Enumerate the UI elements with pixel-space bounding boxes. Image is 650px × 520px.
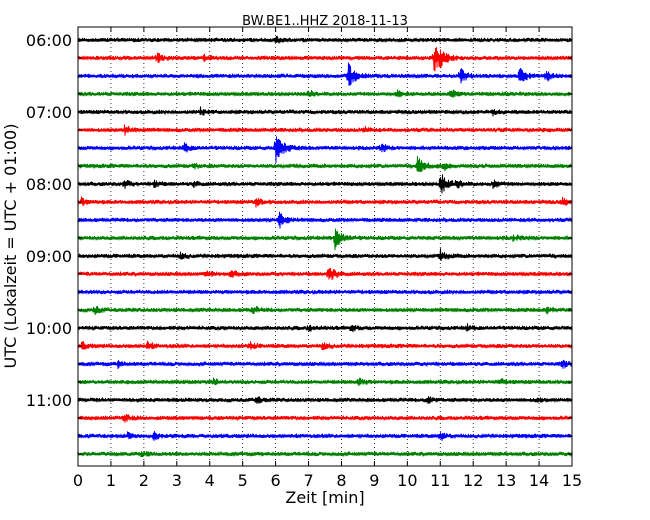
x-tick-label: 10 [397, 471, 417, 490]
trace-group [77, 35, 573, 458]
x-tick-label: 2 [139, 471, 149, 490]
x-tick-label: 14 [529, 471, 549, 490]
x-tick-label: 4 [205, 471, 215, 490]
trace-0900 [77, 248, 573, 262]
trace-0715 [77, 124, 573, 136]
x-tick-label: 12 [463, 471, 483, 490]
trace-1015 [77, 340, 573, 351]
trace-0845 [77, 228, 573, 251]
y-axis: 06:00 07:00 08:00 09:00 10:00 11:00 [26, 31, 572, 455]
chart-title: BW.BE1..HHZ 2018-11-13 [242, 14, 408, 29]
x-tick-label: 6 [271, 471, 281, 490]
x-tick-label: 3 [172, 471, 182, 490]
trace-0800 [77, 174, 573, 194]
x-tick-label: 11 [430, 471, 450, 490]
trace-0615 [77, 47, 573, 72]
y-tick-label: 07:00 [26, 103, 72, 122]
trace-0830 [77, 211, 573, 229]
trace-0700 [77, 106, 573, 117]
x-axis: 0 1 2 3 4 5 6 7 8 9 10 11 12 13 14 15 [73, 27, 582, 490]
y-tick-label: 10:00 [26, 319, 72, 338]
x-axis-label: Zeit [min] [285, 488, 364, 507]
x-tick-label: 7 [303, 471, 313, 490]
x-tick-label: 13 [496, 471, 516, 490]
y-axis-label: UTC (Lokalzeit = UTC + 01:00) [1, 124, 20, 369]
trace-1115 [77, 413, 573, 423]
y-tick-label: 08:00 [26, 175, 72, 194]
x-tick-label: 0 [73, 471, 83, 490]
trace-1030 [77, 359, 573, 370]
trace-1045 [77, 377, 573, 387]
trace-0745 [77, 155, 573, 173]
trace-1130 [77, 431, 573, 441]
x-tick-label: 15 [562, 471, 582, 490]
plot-frame [77, 26, 573, 467]
trace-0815 [77, 196, 573, 208]
trace-0930 [77, 289, 573, 296]
x-tick-label: 1 [106, 471, 116, 490]
trace-0730 [77, 136, 573, 163]
y-tick-label: 11:00 [26, 391, 72, 410]
x-tick-label: 8 [336, 471, 346, 490]
trace-0630 [77, 62, 573, 86]
x-tick-label: 9 [369, 471, 379, 490]
y-tick-label: 06:00 [26, 31, 72, 50]
trace-1100 [77, 396, 573, 404]
trace-0645 [77, 89, 573, 98]
trace-0915 [77, 268, 573, 281]
trace-1145 [77, 450, 573, 458]
y-tick-label: 09:00 [26, 247, 72, 266]
trace-0600 [77, 35, 573, 44]
trace-0945 [77, 305, 573, 315]
x-tick-label: 5 [238, 471, 248, 490]
trace-1000 [77, 323, 573, 333]
